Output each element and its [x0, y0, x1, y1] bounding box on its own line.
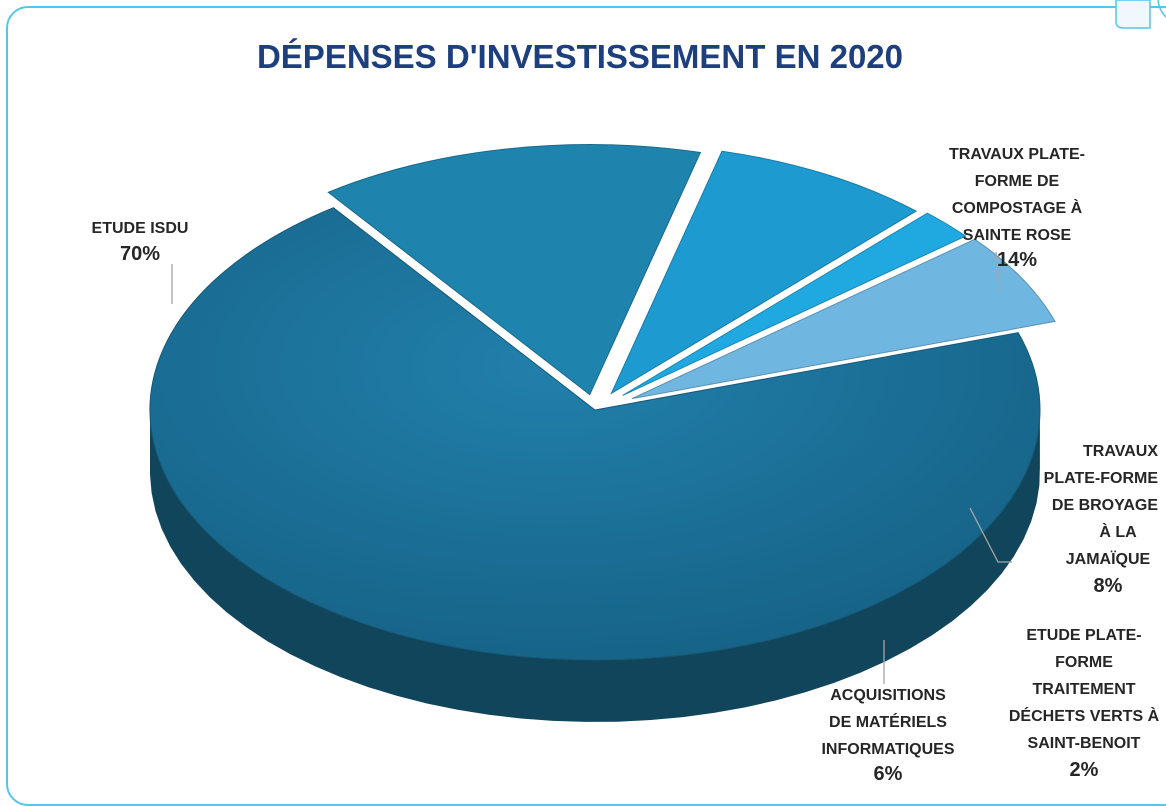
- data-label-line: ACQUISITIONS: [830, 687, 946, 704]
- data-label-line: COMPOSTAGE À: [952, 198, 1083, 217]
- data-label-line: FORME: [1055, 654, 1113, 671]
- data-label-line: JAMAÏQUE: [1066, 550, 1151, 568]
- pie-slice-side: [150, 404, 1040, 722]
- data-label-line: SAINTE ROSE: [963, 227, 1072, 244]
- data-label-value: 14%: [997, 249, 1037, 271]
- data-label-compostage: TRAVAUX PLATE- FORME DE COMPOSTAGE À SAI…: [949, 146, 1085, 271]
- data-label-line: SAINT-BENOIT: [1028, 735, 1141, 752]
- pie-slice: [622, 212, 967, 396]
- data-label-line: DE BROYAGE: [1052, 497, 1158, 514]
- data-label-line: TRAVAUX PLATE-: [949, 146, 1085, 163]
- data-label-line: DÉCHETS VERTS À: [1009, 706, 1160, 725]
- data-label-name: ETUDE ISDU: [92, 220, 189, 237]
- data-label-line: TRAITEMENT: [1032, 681, 1135, 698]
- data-label-value: 70%: [120, 243, 160, 265]
- pie-slice: [149, 207, 1041, 661]
- data-label-line: PLATE-FORME: [1044, 470, 1159, 487]
- data-label-value: 6%: [874, 763, 903, 785]
- leader-line-compostage: [995, 251, 1001, 291]
- corner-decoration: [1115, 0, 1166, 29]
- data-label-line: TRAVAUX: [1083, 443, 1158, 460]
- leader-line-dechets: [969, 507, 1012, 563]
- data-label-broyage: TRAVAUX PLATE-FORME DE BROYAGE À LA JAMA…: [1044, 443, 1159, 597]
- data-label-line: ETUDE PLATE-: [1026, 627, 1141, 644]
- data-label-dechets: ETUDE PLATE- FORME TRAITEMENT DÉCHETS VE…: [1009, 627, 1160, 781]
- data-label-value: 8%: [1094, 575, 1123, 597]
- data-label-line: À LA: [1099, 522, 1137, 541]
- data-label-info: ACQUISITIONS DE MATÉRIELS INFORMATIQUES …: [821, 687, 954, 785]
- chart-title: DÉPENSES D'INVESTISSEMENT EN 2020: [257, 38, 903, 75]
- data-label-isdu: ETUDE ISDU 70%: [92, 220, 189, 265]
- data-label-line: DE MATÉRIELS: [829, 712, 947, 731]
- data-label-line: FORME DE: [975, 173, 1060, 190]
- data-label-line: INFORMATIQUES: [821, 741, 954, 758]
- pie-slice: [327, 144, 702, 396]
- pie-slice: [631, 238, 1056, 400]
- data-label-value: 2%: [1070, 759, 1099, 781]
- pie-slice: [610, 150, 918, 395]
